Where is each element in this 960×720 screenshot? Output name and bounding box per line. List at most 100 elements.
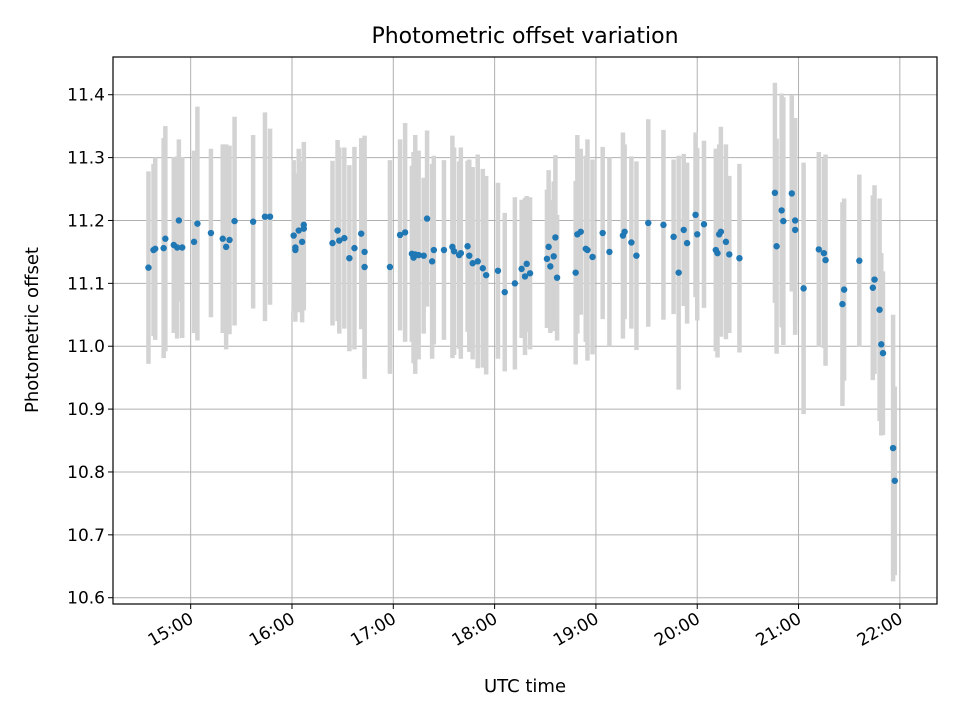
data-point: [547, 263, 554, 270]
data-point: [628, 239, 635, 246]
y-tick-label: 11.3: [67, 149, 105, 169]
data-point: [222, 243, 230, 251]
data-point: [791, 217, 799, 224]
data-point: [173, 244, 181, 251]
data-point: [692, 211, 699, 219]
data-point: [815, 246, 823, 253]
data-point: [820, 249, 828, 257]
data-point: [889, 444, 897, 452]
data-point: [589, 253, 596, 261]
data-point: [145, 264, 152, 271]
data-point: [869, 284, 877, 291]
data-point: [523, 260, 530, 268]
y-axis-label: Photometric offset: [22, 247, 43, 413]
data-point: [396, 231, 404, 239]
data-point: [683, 239, 691, 247]
data-point: [474, 258, 481, 265]
data-point: [876, 306, 883, 313]
data-point: [464, 243, 471, 250]
y-tick-label: 10.9: [67, 400, 105, 420]
data-point: [552, 234, 559, 241]
data-point: [526, 270, 534, 277]
data-point: [800, 285, 807, 292]
data-point: [584, 246, 591, 254]
data-point: [791, 226, 799, 234]
data-point: [694, 231, 701, 238]
data-point: [722, 238, 730, 246]
data-point: [680, 226, 687, 234]
data-point: [457, 249, 465, 257]
data-point: [511, 280, 519, 287]
data-points: [145, 189, 898, 484]
data-point: [778, 207, 785, 214]
data-point: [482, 271, 490, 279]
data-point: [179, 244, 186, 251]
data-point: [670, 233, 677, 241]
data-point: [771, 189, 779, 197]
data-point: [300, 225, 308, 232]
data-point: [469, 260, 476, 267]
data-point: [290, 232, 297, 239]
data-point: [521, 273, 529, 280]
data-point: [329, 239, 336, 247]
data-point: [545, 243, 552, 251]
data-point: [660, 221, 667, 229]
data-point: [261, 213, 269, 220]
data-point: [386, 263, 394, 271]
data-point: [358, 230, 365, 237]
chart-title: Photometric offset variation: [371, 24, 678, 49]
y-tick-label: 11.1: [67, 274, 105, 294]
y-tick-label: 10.8: [67, 463, 105, 483]
data-point: [599, 229, 606, 237]
data-point: [160, 244, 167, 252]
data-point: [577, 228, 584, 235]
data-point: [226, 236, 233, 244]
plot-frame: [112, 56, 938, 605]
data-point: [543, 255, 551, 263]
data-point: [450, 248, 458, 255]
data-point: [351, 244, 358, 252]
data-point: [501, 288, 508, 296]
data-point: [717, 228, 725, 235]
data-point: [856, 257, 863, 264]
data-point: [423, 215, 431, 222]
data-point: [633, 252, 640, 259]
data-point: [621, 228, 628, 235]
y-tick-label: 10.7: [67, 526, 105, 546]
data-point: [231, 217, 238, 225]
data-point: [175, 217, 183, 224]
data-point: [190, 238, 198, 246]
data-point: [878, 341, 885, 348]
data-point: [871, 276, 878, 283]
data-point: [891, 477, 898, 484]
data-point: [334, 227, 341, 234]
y-tick-label: 10.6: [67, 589, 105, 609]
data-point: [341, 234, 348, 242]
data-point: [415, 251, 422, 259]
data-point: [839, 300, 846, 308]
data-point: [550, 253, 557, 260]
data-point: [401, 229, 409, 236]
y-axis-ticks: 10.6 10.7 10.8 10.9 11.0 11.1 11.2 11.3 11.4: [67, 86, 113, 609]
data-point: [266, 213, 274, 220]
data-point: [822, 256, 829, 264]
data-point: [572, 269, 579, 276]
y-tick-label: 11.2: [67, 211, 105, 231]
data-point: [361, 263, 368, 271]
data-point: [479, 265, 486, 272]
data-point: [249, 218, 257, 225]
data-point: [736, 254, 743, 262]
data-point: [553, 274, 561, 281]
data-point: [440, 246, 448, 254]
y-tick-label: 11.0: [67, 337, 105, 357]
data-point: [675, 269, 682, 276]
data-point: [162, 235, 169, 242]
data-point: [518, 265, 525, 273]
data-point: [420, 252, 427, 259]
data-point: [700, 221, 708, 228]
data-point: [207, 229, 215, 237]
data-point: [219, 235, 226, 242]
data-point: [879, 349, 887, 357]
